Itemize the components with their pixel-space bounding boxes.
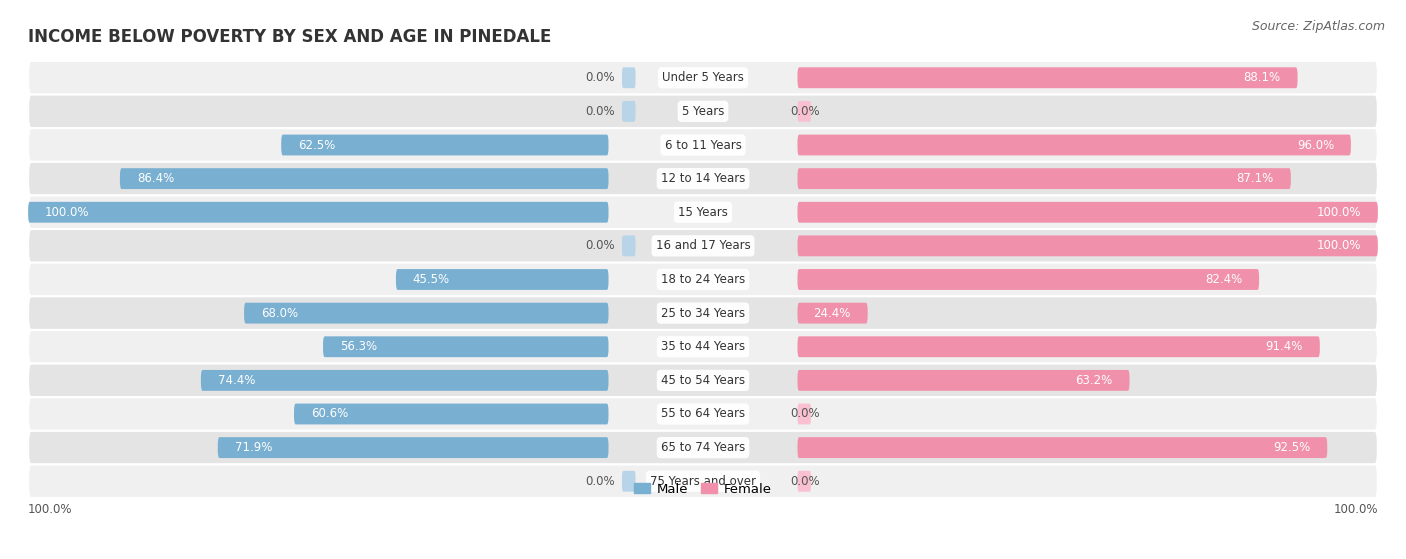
Text: 45.5%: 45.5% <box>413 273 450 286</box>
FancyBboxPatch shape <box>28 202 609 222</box>
FancyBboxPatch shape <box>621 67 636 88</box>
FancyBboxPatch shape <box>28 330 1378 363</box>
Text: 55 to 64 Years: 55 to 64 Years <box>661 408 745 420</box>
FancyBboxPatch shape <box>621 471 636 492</box>
FancyBboxPatch shape <box>28 263 1378 296</box>
FancyBboxPatch shape <box>797 67 1298 88</box>
Text: 63.2%: 63.2% <box>1076 374 1112 387</box>
FancyBboxPatch shape <box>28 128 1378 162</box>
FancyBboxPatch shape <box>28 229 1378 263</box>
FancyBboxPatch shape <box>28 431 1378 465</box>
Text: 0.0%: 0.0% <box>790 475 820 488</box>
FancyBboxPatch shape <box>621 101 636 122</box>
FancyBboxPatch shape <box>797 101 811 122</box>
Text: 87.1%: 87.1% <box>1237 172 1274 185</box>
Text: 0.0%: 0.0% <box>790 408 820 420</box>
Text: 12 to 14 Years: 12 to 14 Years <box>661 172 745 185</box>
Text: 71.9%: 71.9% <box>235 441 271 454</box>
FancyBboxPatch shape <box>245 303 609 324</box>
Text: 18 to 24 Years: 18 to 24 Years <box>661 273 745 286</box>
FancyBboxPatch shape <box>28 363 1378 397</box>
Text: 68.0%: 68.0% <box>262 307 298 320</box>
FancyBboxPatch shape <box>621 235 636 256</box>
FancyBboxPatch shape <box>201 370 609 391</box>
FancyBboxPatch shape <box>28 397 1378 431</box>
Text: 86.4%: 86.4% <box>136 172 174 185</box>
Text: 65 to 74 Years: 65 to 74 Years <box>661 441 745 454</box>
FancyBboxPatch shape <box>396 269 609 290</box>
FancyBboxPatch shape <box>797 471 811 492</box>
Text: 6 to 11 Years: 6 to 11 Years <box>665 139 741 151</box>
Text: 24.4%: 24.4% <box>814 307 851 320</box>
Text: Under 5 Years: Under 5 Years <box>662 71 744 84</box>
Text: 91.4%: 91.4% <box>1265 340 1303 353</box>
FancyBboxPatch shape <box>218 437 609 458</box>
FancyBboxPatch shape <box>323 337 609 357</box>
FancyBboxPatch shape <box>797 303 868 324</box>
FancyBboxPatch shape <box>28 94 1378 128</box>
FancyBboxPatch shape <box>797 202 1378 222</box>
FancyBboxPatch shape <box>797 404 811 424</box>
Text: 45 to 54 Years: 45 to 54 Years <box>661 374 745 387</box>
Text: 74.4%: 74.4% <box>218 374 254 387</box>
FancyBboxPatch shape <box>120 168 609 189</box>
Text: 0.0%: 0.0% <box>586 475 616 488</box>
Text: 16 and 17 Years: 16 and 17 Years <box>655 239 751 252</box>
Text: 96.0%: 96.0% <box>1296 139 1334 151</box>
Text: 100.0%: 100.0% <box>1333 503 1378 516</box>
FancyBboxPatch shape <box>797 370 1129 391</box>
Text: 100.0%: 100.0% <box>45 206 90 219</box>
FancyBboxPatch shape <box>797 168 1291 189</box>
FancyBboxPatch shape <box>281 135 609 155</box>
Legend: Male, Female: Male, Female <box>628 477 778 501</box>
FancyBboxPatch shape <box>797 235 1378 256</box>
FancyBboxPatch shape <box>797 135 1351 155</box>
Text: 82.4%: 82.4% <box>1205 273 1243 286</box>
FancyBboxPatch shape <box>797 269 1260 290</box>
Text: 100.0%: 100.0% <box>1316 206 1361 219</box>
Text: 92.5%: 92.5% <box>1274 441 1310 454</box>
Text: 35 to 44 Years: 35 to 44 Years <box>661 340 745 353</box>
Text: 88.1%: 88.1% <box>1243 71 1281 84</box>
Text: INCOME BELOW POVERTY BY SEX AND AGE IN PINEDALE: INCOME BELOW POVERTY BY SEX AND AGE IN P… <box>28 28 551 46</box>
FancyBboxPatch shape <box>28 465 1378 498</box>
Text: 75 Years and over: 75 Years and over <box>650 475 756 488</box>
Text: 0.0%: 0.0% <box>790 105 820 118</box>
Text: Source: ZipAtlas.com: Source: ZipAtlas.com <box>1251 20 1385 32</box>
Text: 56.3%: 56.3% <box>340 340 377 353</box>
FancyBboxPatch shape <box>28 296 1378 330</box>
Text: 0.0%: 0.0% <box>586 105 616 118</box>
FancyBboxPatch shape <box>294 404 609 424</box>
Text: 25 to 34 Years: 25 to 34 Years <box>661 307 745 320</box>
FancyBboxPatch shape <box>797 437 1327 458</box>
Text: 5 Years: 5 Years <box>682 105 724 118</box>
FancyBboxPatch shape <box>28 196 1378 229</box>
Text: 100.0%: 100.0% <box>1316 239 1361 252</box>
FancyBboxPatch shape <box>28 162 1378 196</box>
FancyBboxPatch shape <box>797 337 1320 357</box>
Text: 60.6%: 60.6% <box>311 408 349 420</box>
Text: 0.0%: 0.0% <box>586 239 616 252</box>
Text: 15 Years: 15 Years <box>678 206 728 219</box>
Text: 62.5%: 62.5% <box>298 139 335 151</box>
Text: 0.0%: 0.0% <box>586 71 616 84</box>
Text: 100.0%: 100.0% <box>28 503 73 516</box>
FancyBboxPatch shape <box>28 61 1378 94</box>
